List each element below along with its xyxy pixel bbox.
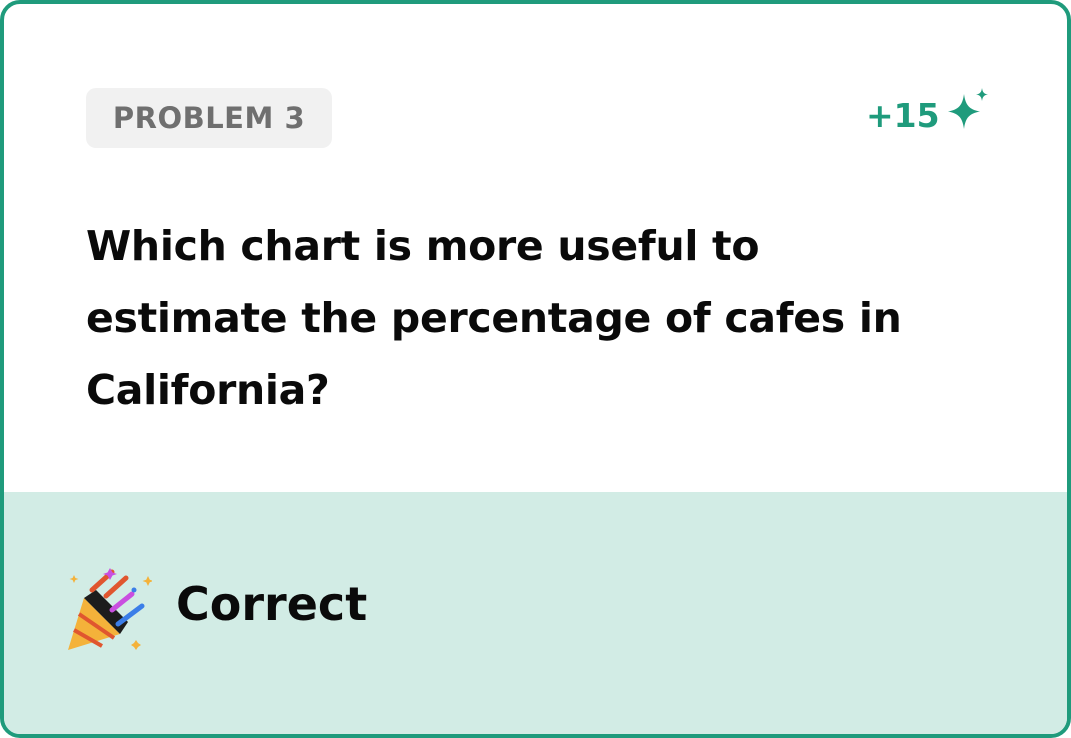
party-popper-icon [68,568,152,650]
points-reward: +15 [866,88,994,142]
result-label: Correct [176,577,368,631]
result-feedback-bar: Correct [4,492,1067,734]
question-text: Which chart is more useful to estimate t… [86,222,902,414]
problem-number-badge: PROBLEM 3 [86,88,332,148]
problem-number-label: PROBLEM 3 [112,101,306,135]
points-label: +15 [866,95,940,135]
sparkle-icon [947,88,988,129]
